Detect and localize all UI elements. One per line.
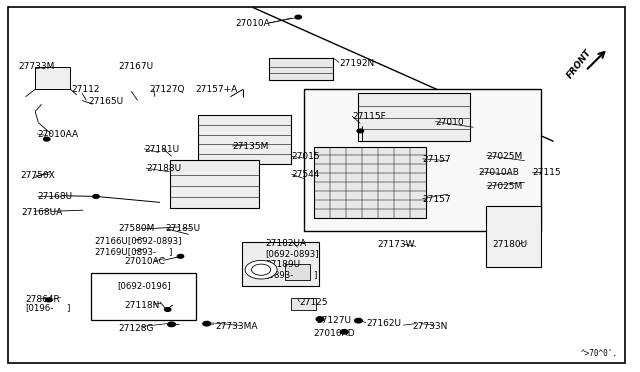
Text: ]: ] xyxy=(168,247,171,256)
Text: 27157: 27157 xyxy=(422,195,451,204)
Circle shape xyxy=(316,317,324,321)
Text: FRONT: FRONT xyxy=(565,48,593,80)
Text: 27010AD: 27010AD xyxy=(314,329,355,338)
Text: 27182UA: 27182UA xyxy=(266,239,307,248)
Text: [0692-0196]: [0692-0196] xyxy=(117,281,171,290)
Text: 27157+A: 27157+A xyxy=(195,85,237,94)
Circle shape xyxy=(245,260,277,279)
Text: 27125: 27125 xyxy=(300,298,328,307)
Circle shape xyxy=(252,264,271,275)
Text: ]: ] xyxy=(314,270,317,279)
Text: 27015: 27015 xyxy=(291,153,320,161)
Bar xyxy=(291,298,316,310)
Text: 27166U[0692-0893]: 27166U[0692-0893] xyxy=(95,237,182,246)
Text: 27180U: 27180U xyxy=(493,240,528,249)
Bar xyxy=(170,160,259,208)
Text: 27185U: 27185U xyxy=(165,224,200,233)
Text: 27157: 27157 xyxy=(422,155,451,164)
Circle shape xyxy=(45,298,52,302)
Text: 27135M: 27135M xyxy=(232,142,269,151)
Bar xyxy=(486,206,541,267)
Text: 27010A: 27010A xyxy=(236,19,270,28)
Circle shape xyxy=(340,330,348,334)
Circle shape xyxy=(203,321,211,326)
Text: 27115: 27115 xyxy=(532,168,561,177)
Text: ^>70^0'.: ^>70^0'. xyxy=(580,349,618,358)
Text: 27162U: 27162U xyxy=(366,319,401,328)
Text: 27864R: 27864R xyxy=(26,295,60,304)
Text: 27168UA: 27168UA xyxy=(21,208,62,217)
Text: 27188U: 27188U xyxy=(146,164,181,173)
Text: 27580M: 27580M xyxy=(118,224,155,233)
Text: 27167U: 27167U xyxy=(118,62,154,71)
Text: 27733M: 27733M xyxy=(18,62,54,71)
Text: 27181U: 27181U xyxy=(144,145,179,154)
Text: 27128G: 27128G xyxy=(118,324,154,333)
Bar xyxy=(285,264,310,280)
Text: 27118N: 27118N xyxy=(125,301,160,310)
Text: 27544: 27544 xyxy=(291,170,319,179)
Circle shape xyxy=(164,308,171,311)
Text: 27025M: 27025M xyxy=(486,182,523,191)
Text: 27010: 27010 xyxy=(435,118,464,126)
Text: 27127U: 27127U xyxy=(317,316,352,325)
Text: 27115F: 27115F xyxy=(352,112,386,121)
Text: [0196-: [0196- xyxy=(26,304,54,312)
Circle shape xyxy=(44,137,50,141)
Text: 27010AA: 27010AA xyxy=(37,130,78,139)
Text: 27165U: 27165U xyxy=(88,97,124,106)
Circle shape xyxy=(168,322,175,327)
Text: 27192N: 27192N xyxy=(339,59,374,68)
Bar xyxy=(304,89,541,231)
Text: 27168U: 27168U xyxy=(37,192,72,201)
Bar xyxy=(314,147,426,218)
Text: 27112: 27112 xyxy=(72,85,100,94)
Text: 27127Q: 27127Q xyxy=(149,85,184,94)
Text: 27733N: 27733N xyxy=(413,322,448,331)
Circle shape xyxy=(295,15,301,19)
Circle shape xyxy=(357,129,364,133)
Text: 27010AB: 27010AB xyxy=(479,168,520,177)
Bar xyxy=(242,242,319,286)
Bar xyxy=(198,115,291,164)
Bar xyxy=(35,67,70,89)
Text: 27750X: 27750X xyxy=(20,171,55,180)
Text: ]: ] xyxy=(66,304,69,312)
Text: [0893-: [0893- xyxy=(266,270,294,279)
Circle shape xyxy=(177,254,184,258)
Bar xyxy=(91,273,196,320)
Text: 27733MA: 27733MA xyxy=(215,322,257,331)
Text: 27025M: 27025M xyxy=(486,152,523,161)
Text: 27010AC: 27010AC xyxy=(125,257,166,266)
Circle shape xyxy=(355,318,362,323)
Text: 27169U[0893-: 27169U[0893- xyxy=(95,247,157,256)
Circle shape xyxy=(93,195,99,198)
Text: [0692-0893]: [0692-0893] xyxy=(266,249,319,258)
Bar xyxy=(269,58,333,80)
Bar xyxy=(358,93,470,141)
Text: 27173W: 27173W xyxy=(378,240,415,249)
Text: 27189U: 27189U xyxy=(266,260,301,269)
